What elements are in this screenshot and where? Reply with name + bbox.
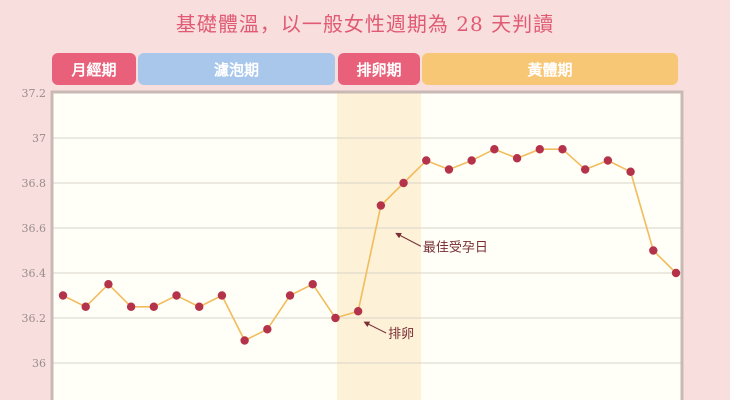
phase-label: 濾泡期 — [214, 61, 259, 79]
data-point — [81, 302, 90, 311]
data-point — [331, 313, 340, 323]
ovulation-band — [337, 92, 421, 400]
plot-frame — [50, 90, 684, 400]
data-point — [308, 280, 317, 289]
y-axis-ticks: 36 36.2 36.4 36.6 36.8 37 37.2 — [22, 87, 47, 370]
phase-header-4 — [422, 53, 678, 85]
annotation-arrow — [395, 232, 422, 247]
y-tick-label: 36 — [32, 357, 46, 370]
data-point — [467, 156, 476, 165]
phase-header-3 — [338, 53, 420, 85]
phase-header-1 — [52, 53, 136, 85]
data-point — [376, 201, 386, 210]
data-point — [217, 291, 227, 300]
data-point — [444, 165, 454, 174]
data-point — [603, 156, 613, 165]
data-point — [422, 156, 431, 165]
data-point — [353, 307, 363, 316]
phase-label: 黃體期 — [527, 61, 572, 79]
temperature-line — [62, 148, 677, 342]
data-point — [195, 302, 204, 311]
data-point — [263, 325, 272, 334]
data-point — [240, 336, 249, 345]
phase-label: 月經期 — [70, 61, 116, 79]
annotation-arrow — [363, 321, 387, 334]
data-point — [490, 145, 499, 154]
data-point — [671, 268, 681, 278]
data-point — [626, 167, 635, 176]
data-point — [285, 291, 295, 300]
data-point — [649, 246, 658, 255]
data-point — [149, 302, 159, 311]
data-point — [535, 145, 544, 154]
phase-headers: 月經期 濾泡期 排卵期 黃體期 — [52, 53, 678, 85]
annotation-best-day: 最佳受孕日 — [423, 240, 488, 255]
data-point — [104, 280, 113, 289]
data-point — [399, 178, 408, 188]
y-tick-label: 37 — [32, 132, 46, 145]
y-tick-label: 36.6 — [22, 222, 47, 235]
data-point — [558, 145, 567, 154]
data-point — [58, 291, 68, 300]
data-point — [580, 165, 590, 174]
grid-lines — [52, 92, 682, 364]
phase-header-2 — [138, 53, 335, 85]
annotation-ovulation: 排卵 — [388, 327, 414, 342]
y-tick-label: 37.2 — [22, 87, 47, 100]
data-point — [512, 154, 522, 163]
data-point — [126, 302, 136, 311]
y-tick-label: 36.4 — [22, 267, 47, 280]
phase-label: 排卵期 — [356, 61, 401, 79]
y-tick-label: 36.8 — [22, 177, 47, 190]
data-point — [172, 291, 181, 300]
y-tick-label: 36.2 — [22, 312, 47, 325]
temperature-points — [58, 145, 681, 345]
page-title: 基礎體溫，以一般女性週期為 28 天判讀 — [175, 12, 555, 36]
